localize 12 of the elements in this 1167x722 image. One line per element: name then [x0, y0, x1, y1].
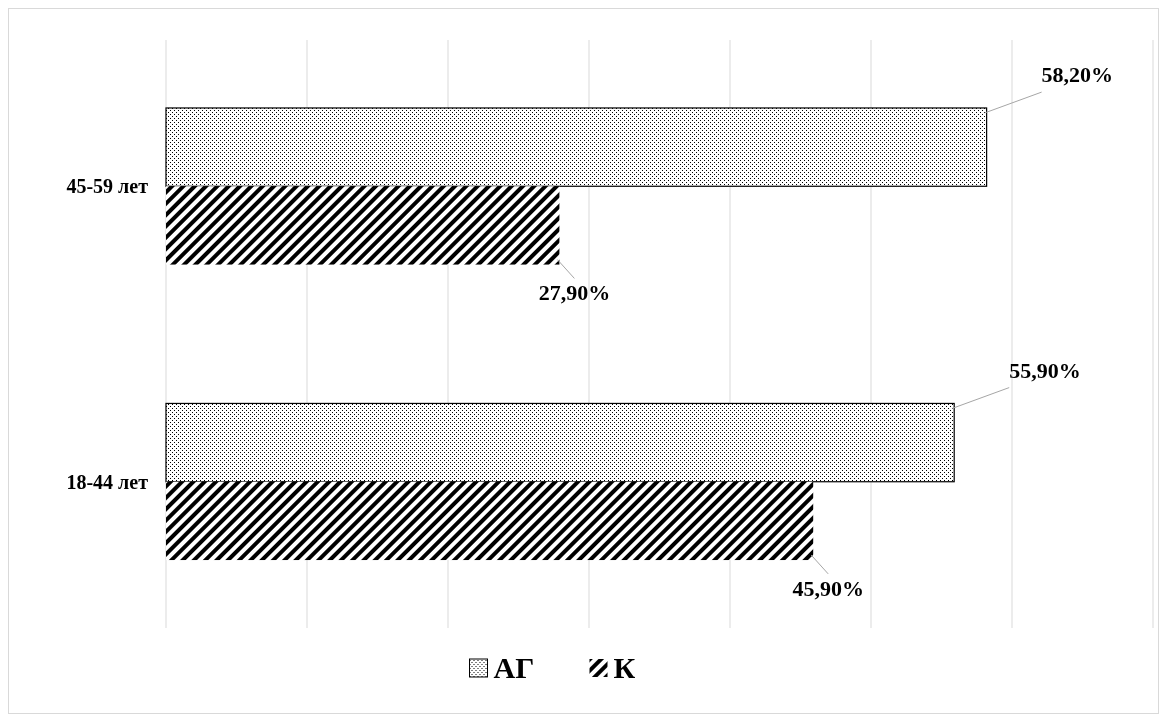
y-tick-label: 45-59 лет [66, 175, 149, 198]
bar [165, 107, 988, 187]
legend-label: К [613, 651, 636, 684]
data-label: 45,90% [792, 575, 864, 601]
bar [166, 186, 560, 265]
y-tick-label: 18-44 лет [66, 470, 149, 493]
data-label: 55,90% [1009, 357, 1081, 383]
data-label: 58,20% [1041, 62, 1114, 88]
data-label: 27,90% [538, 280, 611, 306]
bar [165, 402, 955, 483]
bar [166, 481, 814, 561]
legend-label: АГ [493, 651, 535, 684]
